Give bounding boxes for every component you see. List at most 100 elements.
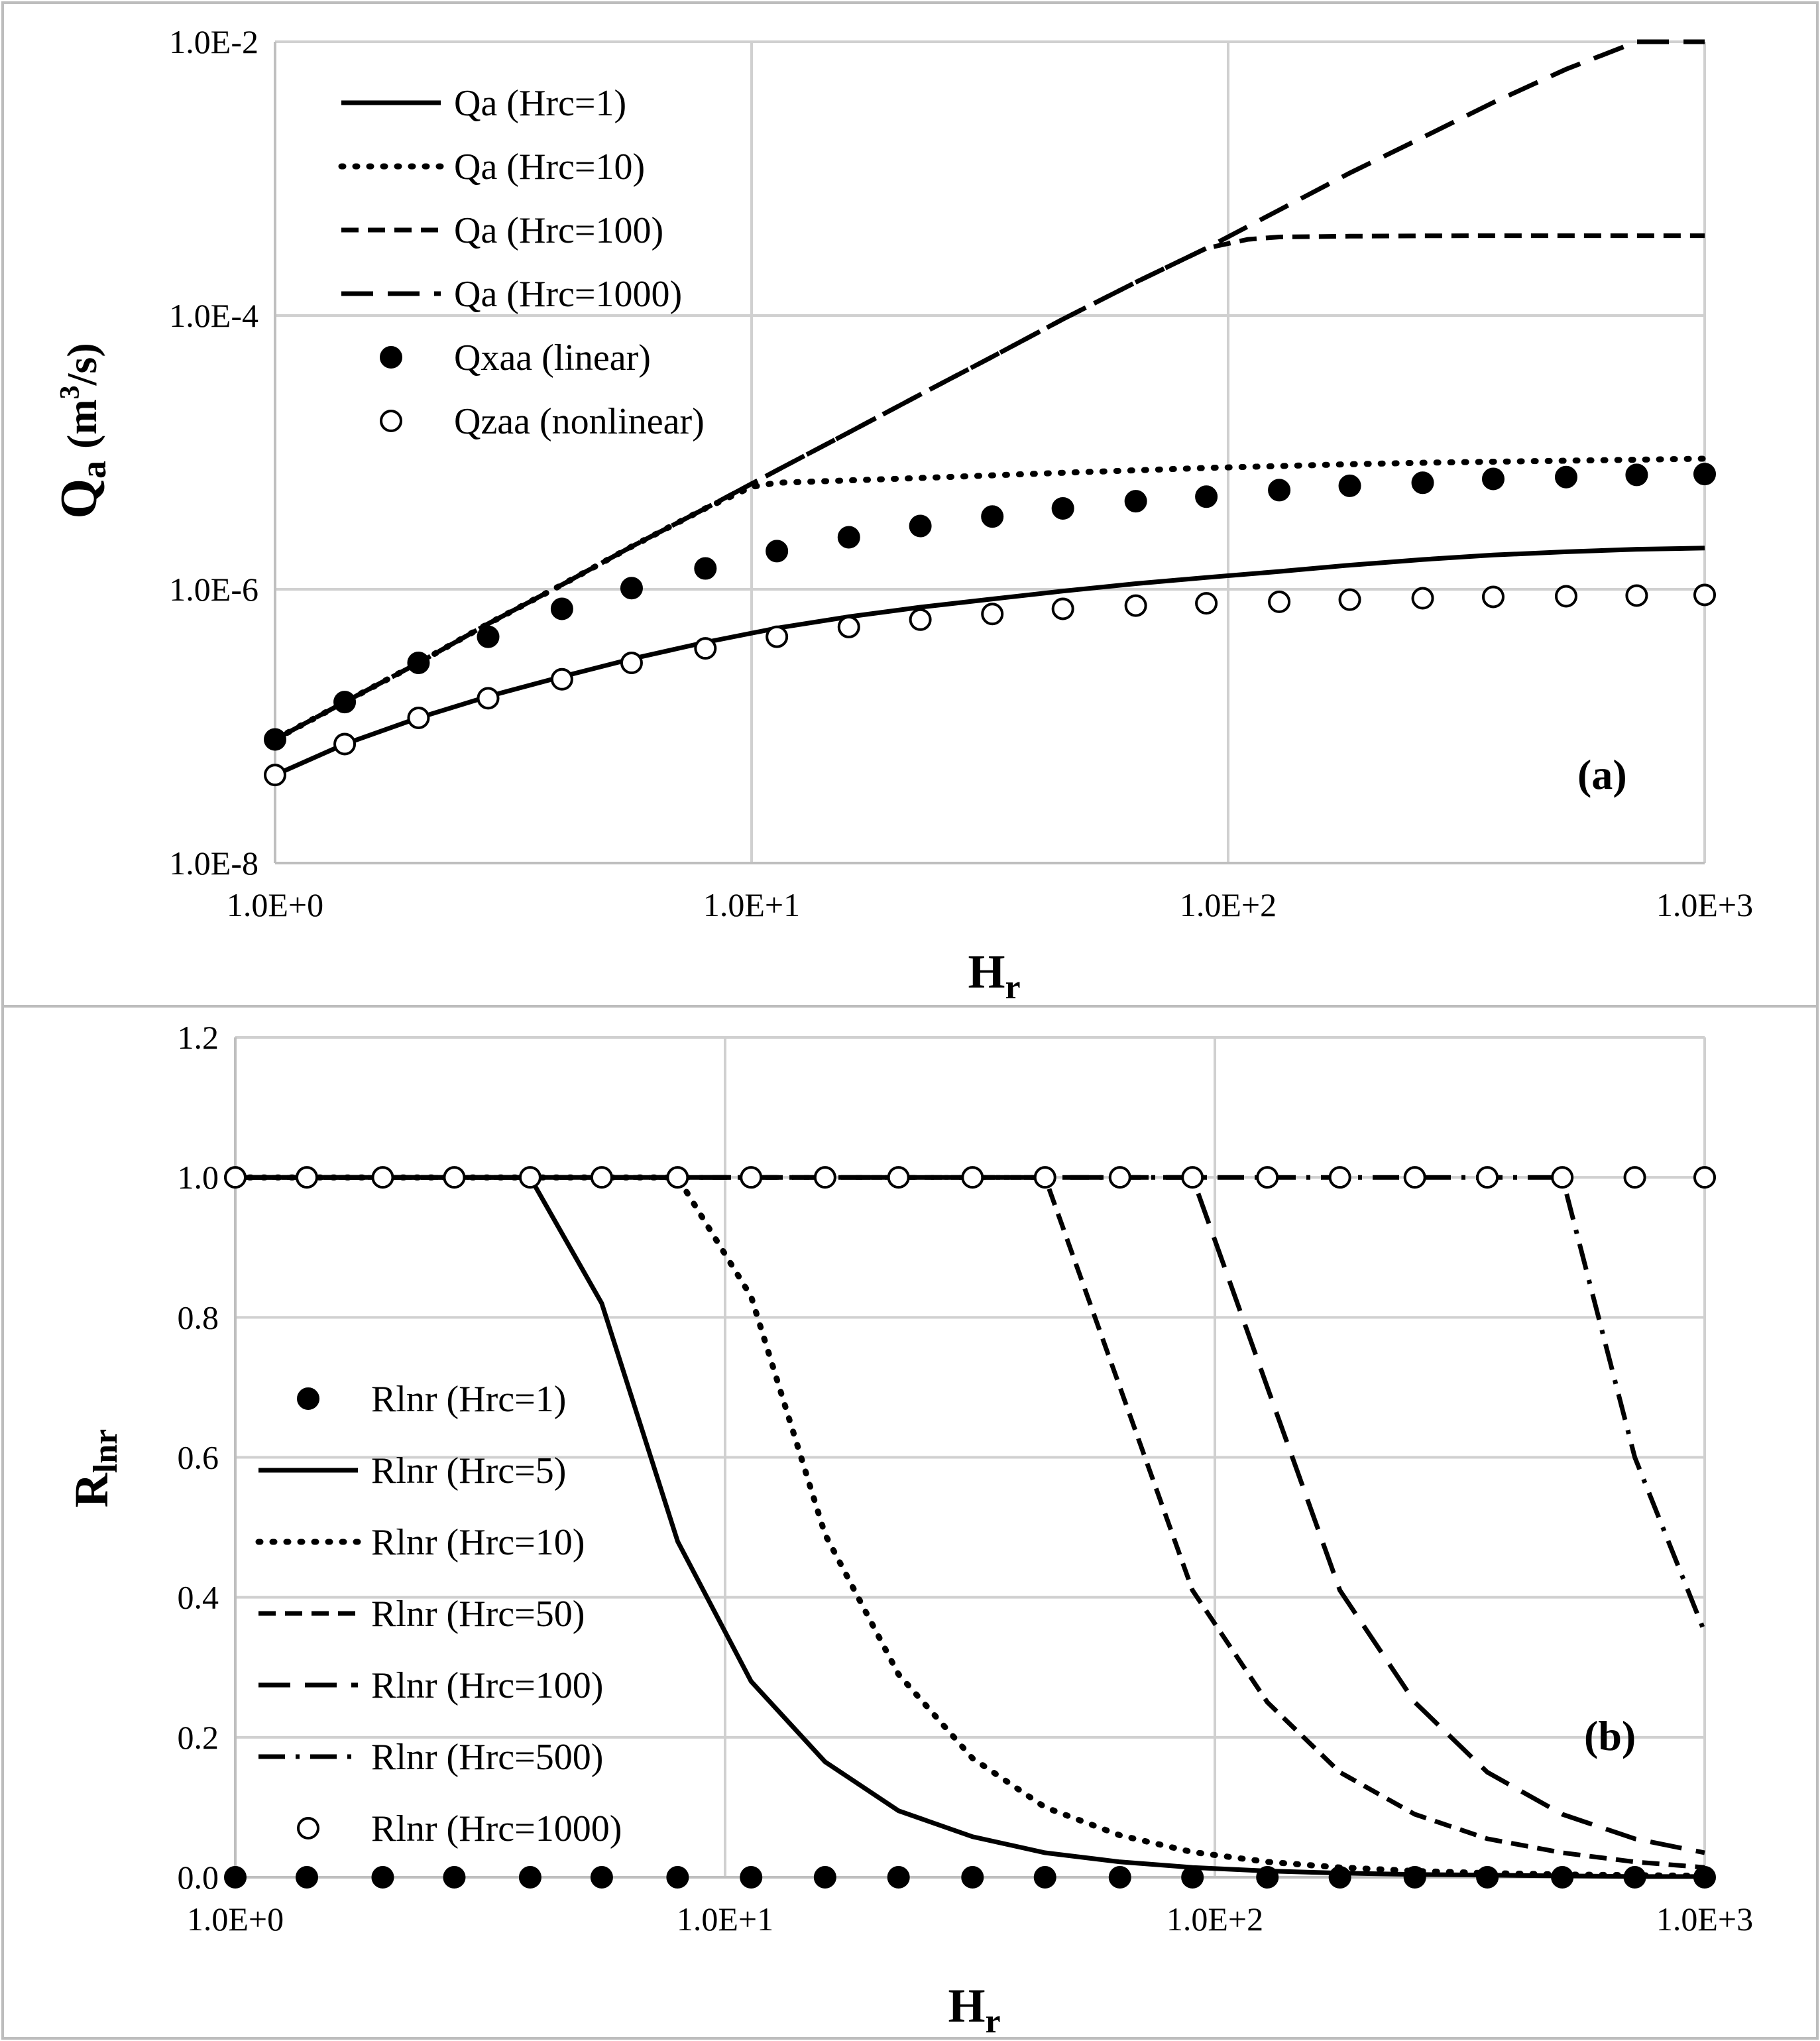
- panel-b-y-tick-label: 0.4: [178, 1579, 219, 1616]
- panel-b-series-rlnr-hrc-1-point: [518, 1866, 541, 1889]
- panel-a-legend-qa-hrc-100: Qa (Hrc=100): [341, 210, 663, 251]
- panel-a-series-qzaa-nonlinear-point: [477, 687, 500, 710]
- panel-a-series-qxaa-linear-point: [333, 691, 357, 714]
- panel-a-legend-qzaa-nonlinear: Qzaa (nonlinear): [380, 401, 705, 442]
- panel-b-legend-rlnr-hrc-500-label: Rlnr (Hrc=500): [371, 1737, 603, 1778]
- panel-b-series-rlnr-hrc-1000-point: [887, 1166, 910, 1189]
- panel-b-series-rlnr-hrc-1000-point: [1476, 1166, 1499, 1189]
- panel-a-legend-qa-hrc-10-label: Qa (Hrc=10): [454, 146, 645, 188]
- panel-a-series-qzaa-nonlinear-point: [766, 625, 789, 648]
- panel-a-grid: [274, 40, 1706, 864]
- panel-a-ylabel-main: Q: [50, 479, 107, 519]
- panel-a-series-qxaa-linear-point: [264, 728, 286, 751]
- panel-b-legend-rlnr-hrc-500: Rlnr (Hrc=500): [258, 1737, 603, 1778]
- panel-b-series-rlnr-hrc-1-point: [740, 1866, 763, 1889]
- panel-a-series-qxaa-linear-point: [477, 625, 500, 648]
- panel-a-legend-qa-hrc-100-label: Qa (Hrc=100): [454, 210, 663, 251]
- panel-a-series-qxaa-linear-point: [981, 505, 1004, 528]
- panel-a-series-qxaa-linear-point: [1051, 496, 1074, 520]
- panel-a-legend-qxaa-linear-swatch: [380, 346, 402, 369]
- panel-b-legend-rlnr-hrc-50-label: Rlnr (Hrc=50): [371, 1594, 585, 1635]
- panel-a-frame: [1, 1, 1819, 1008]
- panel-b-series-rlnr-hrc-1-point: [1033, 1866, 1056, 1889]
- panel-b-series-rlnr-hrc-1000-point: [1693, 1166, 1716, 1189]
- panel-b-y-tick-label: 1.2: [178, 1019, 219, 1056]
- panel-a-y-tick-label: 1.0E-2: [169, 23, 258, 60]
- panel-a-series-qzaa-nonlinear-point: [694, 637, 717, 660]
- panel-a-series-qzaa-nonlinear-point: [620, 652, 643, 675]
- panel-a-xlabel: Hr: [968, 945, 1020, 1006]
- panel-b-series-rlnr-hrc-1000-point: [518, 1166, 541, 1189]
- panel-b-series-rlnr-hrc-1000-point: [740, 1166, 763, 1189]
- panel-b-series-rlnr-hrc-1000-point: [1033, 1166, 1056, 1189]
- panel-a-series-qzaa-nonlinear-point: [333, 732, 357, 756]
- panel-b-series-rlnr-hrc-1000-point: [1181, 1166, 1204, 1189]
- panel-b-ylabel-sub: lnr: [87, 1429, 125, 1473]
- panel-b-legend-rlnr-hrc-5: Rlnr (Hrc=5): [258, 1450, 566, 1491]
- panel-a-series-qzaa-nonlinear-point: [407, 706, 430, 729]
- panel-a-x-tick-label: 1.0E+1: [703, 886, 800, 923]
- panel-b-legend-rlnr-hrc-5-label: Rlnr (Hrc=5): [371, 1450, 566, 1491]
- panel-b-x-tick-label: 1.0E+3: [1656, 1900, 1753, 1938]
- panel-b-x-tick-label: 1.0E+1: [677, 1900, 773, 1938]
- panel-b-y-tick-label: 0.6: [178, 1439, 219, 1476]
- panel-a-series-qzaa-nonlinear-point: [981, 603, 1004, 626]
- panel-a-series-qxaa-linear: [264, 463, 1716, 751]
- panel-a-series-qzaa-nonlinear-point: [1338, 588, 1361, 611]
- panel-a-series-qzaa-nonlinear-point: [1554, 585, 1577, 608]
- panel-a-x-tick-label: 1.0E+0: [227, 886, 323, 923]
- panel-a-series-qzaa-nonlinear-point: [1411, 587, 1434, 610]
- panel-a-series-qxaa-linear-point: [1693, 463, 1716, 486]
- panel-b-series-rlnr-hrc-1000-point: [295, 1166, 318, 1189]
- panel-b-series-rlnr-hrc-1000-point: [224, 1166, 247, 1189]
- panel-a-series-qxaa-linear-point: [1124, 490, 1147, 513]
- panel-a-ticks: 1.0E+0 1.0E+1 1.0E+2 1.0E+3 1.0E-8 1.0E-6 1.0E…: [169, 23, 1753, 923]
- panel-b-series-rlnr-hrc-1000-point: [590, 1166, 613, 1189]
- panel-a-y-tick-label: 1.0E-6: [169, 571, 258, 608]
- panel-a-series-qxaa-linear-point: [1554, 465, 1577, 489]
- panel-a-legend-qa-hrc-1: Qa (Hrc=1): [341, 83, 626, 124]
- panel-b-legend-rlnr-hrc-10: Rlnr (Hrc=10): [255, 1522, 585, 1563]
- panel-a-legend-qa-hrc-10: Qa (Hrc=10): [338, 146, 645, 188]
- panel-b-series-rlnr-hrc-1000-point: [813, 1166, 836, 1189]
- panel-a-series-qxaa-linear-point: [909, 514, 932, 538]
- panel-a-series-qxaa-linear-point: [694, 557, 717, 580]
- panel-b-series-rlnr-hrc-1000-point: [1551, 1166, 1574, 1189]
- panel-a-xlabel-main: H: [968, 945, 1005, 998]
- panel-a-series-qxaa-linear-point: [766, 540, 789, 563]
- panel-a-legend-qa-hrc-1-label: Qa (Hrc=1): [454, 83, 626, 124]
- panel-a-series-qzaa-nonlinear: [264, 583, 1716, 787]
- panel-a-y-tick-label: 1.0E-4: [169, 297, 258, 334]
- panel-b-series-rlnr-hrc-1-point: [887, 1866, 910, 1889]
- panel-b: 1.0E+0 1.0E+1 1.0E+2 1.0E+3 0.0 0.2 0.4 0.6 0.8 1…: [65, 1019, 1753, 2040]
- panel-b-series: [224, 1166, 1716, 1889]
- panel-b-legend-rlnr-hrc-1-label: Rlnr (Hrc=1): [371, 1379, 566, 1420]
- panel-a-legend-qxaa-linear: Qxaa (linear): [380, 337, 651, 379]
- panel-a-series-qzaa-nonlinear-point: [837, 615, 860, 638]
- panel-b-ylabel-main: R: [65, 1472, 118, 1507]
- panel-b-legend-rlnr-hrc-10-label: Rlnr (Hrc=10): [371, 1522, 585, 1563]
- panel-a-ylabel-unit-post: /s): [58, 343, 105, 386]
- panel-b-series-rlnr-hrc-1000-point: [371, 1166, 394, 1189]
- panel-a-x-tick-label: 1.0E+3: [1656, 886, 1753, 923]
- panel-a-legend-qzaa-nonlinear-label: Qzaa (nonlinear): [454, 401, 705, 442]
- panel-b-series-rlnr-hrc-1-point: [224, 1866, 247, 1889]
- panel-b-legend-rlnr-hrc-1000-label: Rlnr (Hrc=1000): [371, 1808, 622, 1849]
- panel-a-series-qzaa-nonlinear-point: [909, 608, 932, 631]
- panel-b-y-tick-label: 0.0: [178, 1859, 219, 1896]
- panel-a-y-tick-label: 1.0E-8: [169, 845, 258, 882]
- panel-a-series-qxaa-linear-point: [550, 597, 573, 620]
- panel-a-ylabel-sub: a: [74, 461, 113, 479]
- panel-b-y-tick-label: 0.8: [178, 1299, 219, 1336]
- panel-a-series-qzaa-nonlinear-point: [1268, 590, 1291, 613]
- panel-b-series-rlnr-hrc-1000-point: [1328, 1166, 1351, 1189]
- panel-b-series-rlnr-hrc-1-point: [1181, 1866, 1204, 1889]
- panel-a-series-qzaa-nonlinear-point: [1481, 585, 1505, 609]
- panel-b-legend-rlnr-hrc-50: Rlnr (Hrc=50): [258, 1594, 585, 1635]
- panel-b-legend: Rlnr (Hrc=1) Rlnr (Hrc=5) Rlnr (Hrc=10) Rln…: [255, 1379, 622, 1849]
- panel-b-legend-rlnr-hrc-1: Rlnr (Hrc=1): [297, 1379, 566, 1420]
- panel-a-series-qxaa-linear-point: [837, 526, 860, 549]
- panel-b-series-rlnr-hrc-1-point: [590, 1866, 613, 1889]
- panel-b-legend-rlnr-hrc-100: Rlnr (Hrc=100): [258, 1665, 603, 1706]
